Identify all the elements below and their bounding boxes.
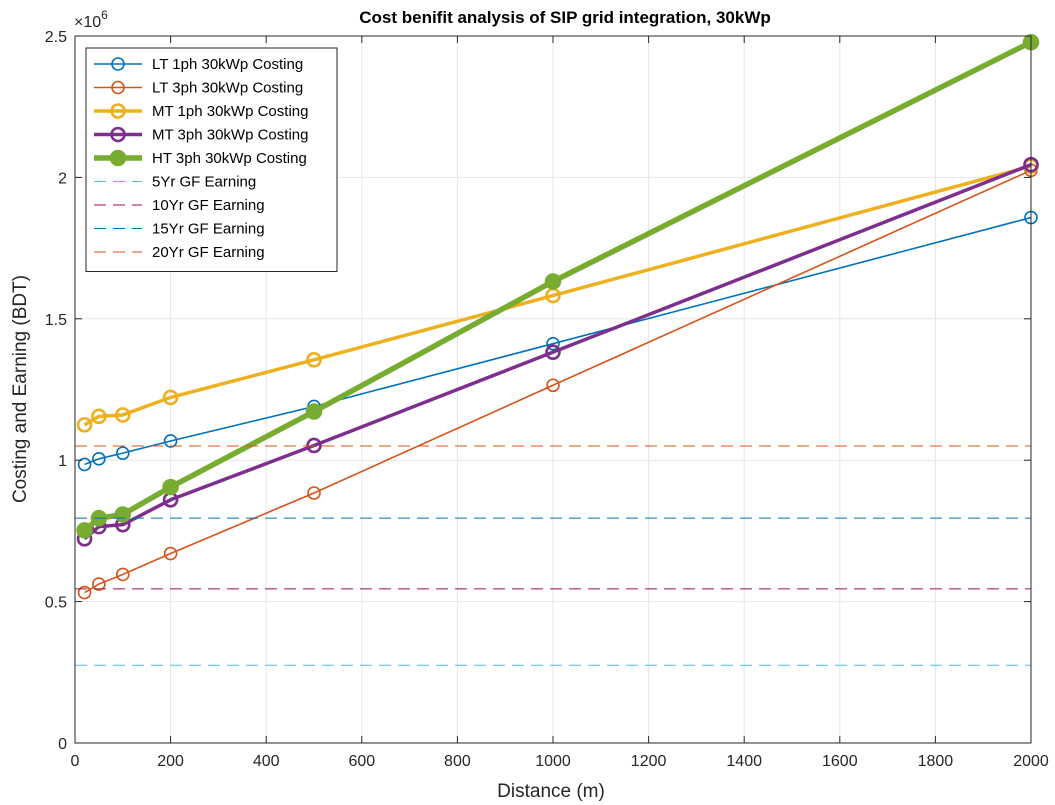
data-point — [162, 478, 179, 496]
x-tick-label: 1200 — [631, 753, 667, 770]
data-point — [545, 344, 561, 360]
y-exponent-base: ×10 — [74, 14, 101, 31]
x-tick-label: 200 — [157, 753, 184, 770]
data-point — [114, 506, 132, 523]
legend-label: LT 1ph 30kWp Costing — [152, 56, 303, 73]
x-tick-label: 800 — [444, 753, 471, 770]
series-line — [84, 169, 1032, 594]
x-tick-label: 400 — [253, 753, 280, 770]
legend-item: MT 3ph 30kWp Costing — [94, 127, 308, 144]
legend-label: HT 3ph 30kWp Costing — [152, 150, 307, 167]
chart-title: Cost benifit analysis of SIP grid integr… — [359, 8, 771, 27]
legend-marker — [110, 103, 126, 119]
y-tick-label: 1 — [58, 453, 67, 470]
legend-label: 10Yr GF Earning — [152, 197, 265, 214]
y-axis-exponent: ×106 — [74, 8, 108, 31]
x-tick-label: 1800 — [918, 753, 954, 770]
data-point — [305, 403, 323, 420]
legend-label: 5Yr GF Earning — [152, 174, 256, 191]
legend-marker — [111, 80, 125, 95]
data-point — [306, 437, 322, 454]
legend-item: 5Yr GF Earning — [94, 174, 256, 191]
y-tick-label: 0 — [58, 736, 67, 753]
data-point — [116, 446, 130, 460]
legend-label: LT 3ph 30kWp Costing — [152, 80, 303, 97]
data-point — [92, 577, 106, 591]
legend-marker — [110, 126, 126, 143]
data-point — [306, 351, 322, 368]
data-point — [114, 407, 131, 423]
data-point — [77, 457, 92, 472]
y-tick-label: 2 — [58, 170, 67, 187]
x-tick-label: 1400 — [726, 753, 762, 770]
plot-area — [75, 33, 1040, 666]
data-point — [162, 389, 179, 406]
data-point — [163, 434, 178, 448]
legend-item: LT 3ph 30kWp Costing — [94, 80, 303, 97]
y-tick-label: 1.5 — [45, 312, 67, 329]
data-point — [116, 567, 130, 582]
legend-marker — [109, 149, 127, 167]
legend-label: MT 3ph 30kWp Costing — [152, 127, 308, 144]
x-tick-label: 600 — [348, 753, 375, 770]
data-point — [307, 486, 321, 500]
legend-label: 15Yr GF Earning — [152, 221, 265, 238]
data-point — [76, 522, 93, 539]
legend: LT 1ph 30kWp Costing LT 3ph 30kWp Costing… — [85, 47, 338, 272]
data-point — [91, 408, 107, 425]
legend-label: MT 1ph 30kWp Costing — [152, 103, 308, 120]
series-line — [83, 164, 1032, 427]
legend-item: MT 1ph 30kWp Costing — [94, 103, 308, 120]
data-point — [546, 378, 560, 393]
x-tick-label: 0 — [71, 753, 80, 770]
y-tick-label: 0.5 — [45, 595, 67, 612]
legend-item: 10Yr GF Earning — [94, 197, 265, 214]
data-point — [76, 417, 93, 433]
legend-item: 15Yr GF Earning — [94, 221, 265, 238]
legend-label: 20Yr GF Earning — [152, 244, 265, 261]
x-tick-label: 2000 — [1013, 753, 1049, 770]
y-axis-label: Costing and Earning (BDT) — [10, 275, 31, 503]
series-line — [84, 216, 1032, 466]
legend-item: HT 3ph 30kWp Costing — [94, 149, 307, 167]
x-axis-label: Distance (m) — [497, 781, 605, 802]
y-tick-label: 2.5 — [45, 29, 67, 46]
legend-item: 20Yr GF Earning — [94, 244, 265, 261]
data-point — [546, 336, 560, 351]
x-tick-label: 1000 — [535, 753, 571, 770]
data-point — [163, 546, 178, 561]
series-line — [83, 163, 1032, 541]
legend-item: LT 1ph 30kWp Costing — [94, 56, 303, 73]
legend-marker — [111, 57, 125, 71]
x-tick-label: 1600 — [822, 753, 858, 770]
data-point — [77, 585, 92, 600]
data-point — [92, 451, 106, 466]
data-point — [544, 273, 562, 290]
axis-ticks: 0 200 400 600 800 1000 1200 1400 1600 1800 2000 0 0.… — [45, 29, 1049, 770]
y-exponent-power: 6 — [101, 8, 108, 22]
